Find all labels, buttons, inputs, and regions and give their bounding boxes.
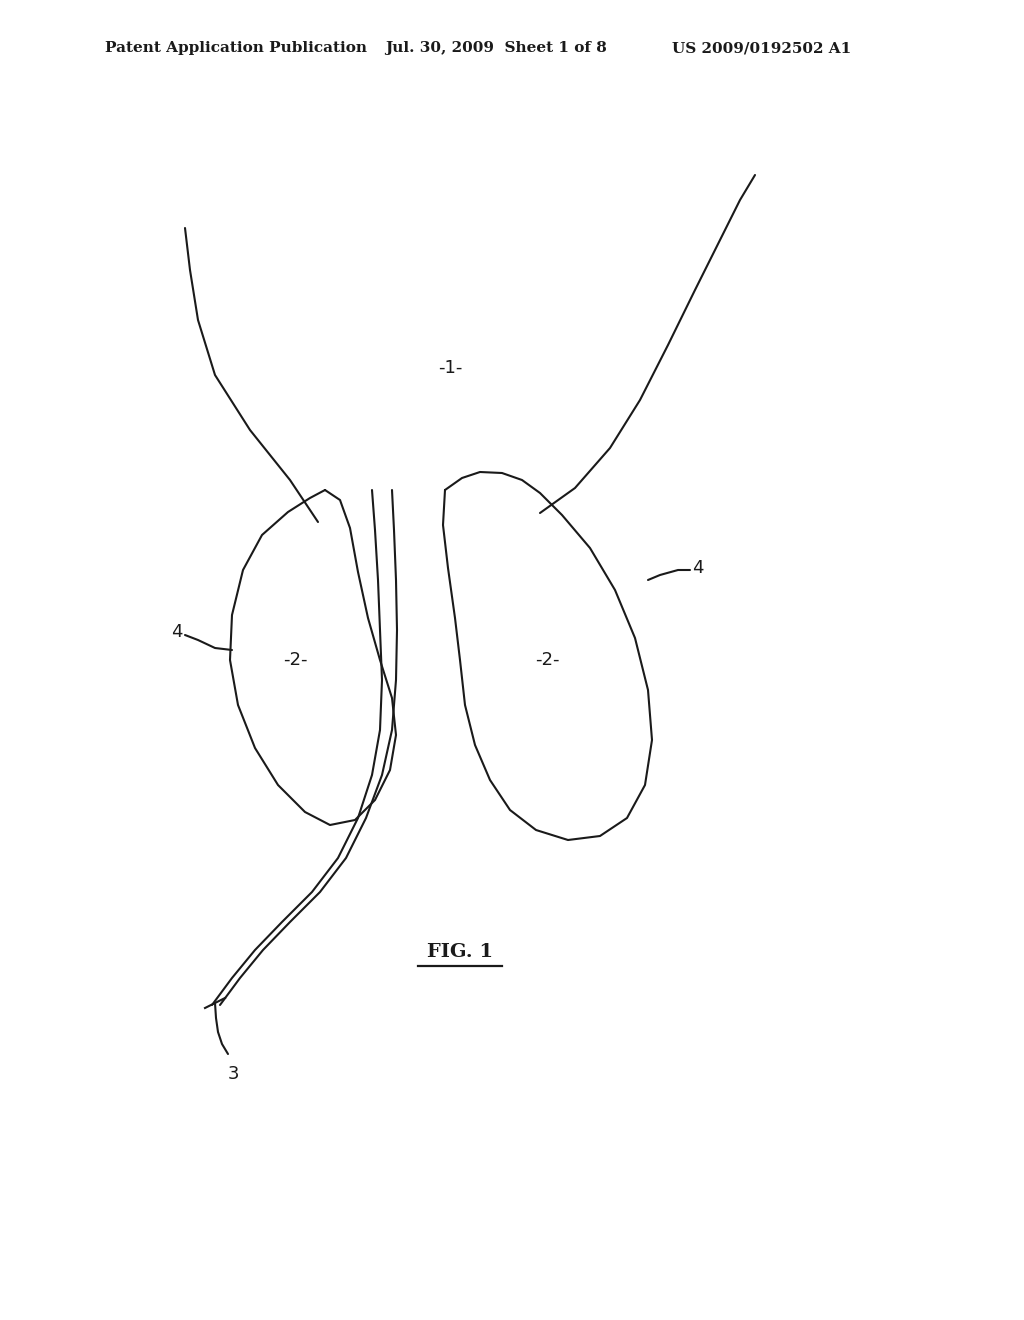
Text: 4: 4	[692, 558, 703, 577]
Text: -2-: -2-	[283, 651, 307, 669]
Text: Jul. 30, 2009  Sheet 1 of 8: Jul. 30, 2009 Sheet 1 of 8	[385, 41, 607, 55]
Text: US 2009/0192502 A1: US 2009/0192502 A1	[672, 41, 851, 55]
Text: 4: 4	[171, 623, 183, 642]
Text: Patent Application Publication: Patent Application Publication	[105, 41, 367, 55]
Text: FIG. 1: FIG. 1	[427, 942, 494, 961]
Text: 3: 3	[228, 1065, 240, 1082]
Text: -1-: -1-	[438, 359, 462, 378]
Text: -2-: -2-	[535, 651, 559, 669]
